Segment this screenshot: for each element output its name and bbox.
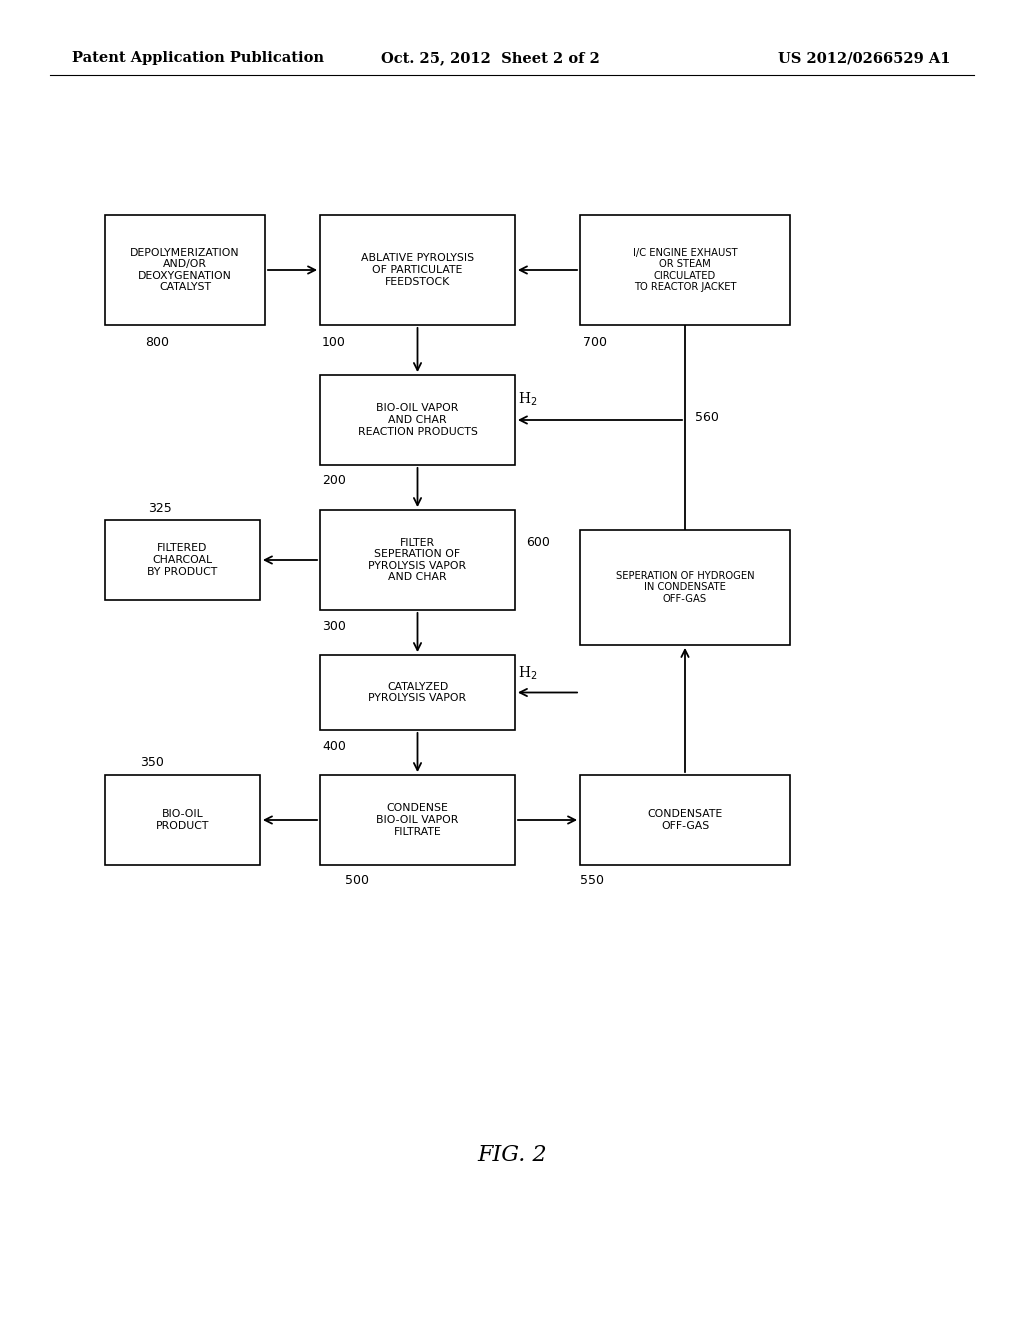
Bar xyxy=(319,375,515,465)
Text: 550: 550 xyxy=(580,874,604,887)
Bar xyxy=(105,520,260,601)
Bar xyxy=(105,775,260,865)
Text: Patent Application Publication: Patent Application Publication xyxy=(72,51,324,65)
Text: FILTERED
CHARCOAL
BY PRODUCT: FILTERED CHARCOAL BY PRODUCT xyxy=(147,544,218,577)
Text: Oct. 25, 2012  Sheet 2 of 2: Oct. 25, 2012 Sheet 2 of 2 xyxy=(381,51,599,65)
Text: H$_2$: H$_2$ xyxy=(518,391,538,408)
Text: 700: 700 xyxy=(583,337,607,350)
Text: 200: 200 xyxy=(322,474,346,487)
Text: 600: 600 xyxy=(526,536,550,549)
Text: 350: 350 xyxy=(140,756,164,770)
Text: SEPERATION OF HYDROGEN
IN CONDENSATE
OFF-GAS: SEPERATION OF HYDROGEN IN CONDENSATE OFF… xyxy=(615,570,755,605)
Bar xyxy=(319,775,515,865)
Bar xyxy=(580,215,790,325)
Text: BIO-OIL VAPOR
AND CHAR
REACTION PRODUCTS: BIO-OIL VAPOR AND CHAR REACTION PRODUCTS xyxy=(357,404,477,437)
Text: 100: 100 xyxy=(322,337,346,350)
Text: BIO-OIL
PRODUCT: BIO-OIL PRODUCT xyxy=(156,809,209,830)
Text: 400: 400 xyxy=(322,739,346,752)
Bar xyxy=(319,510,515,610)
Text: H$_2$: H$_2$ xyxy=(518,665,538,682)
Text: DEPOLYMERIZATION
AND/OR
DEOXYGENATION
CATALYST: DEPOLYMERIZATION AND/OR DEOXYGENATION CA… xyxy=(130,248,240,293)
Bar xyxy=(580,775,790,865)
Text: 325: 325 xyxy=(148,502,172,515)
Text: 300: 300 xyxy=(322,619,346,632)
Text: I/C ENGINE EXHAUST
OR STEAM
CIRCULATED
TO REACTOR JACKET: I/C ENGINE EXHAUST OR STEAM CIRCULATED T… xyxy=(633,248,737,293)
Bar xyxy=(319,215,515,325)
Text: FILTER
SEPERATION OF
PYROLYSIS VAPOR
AND CHAR: FILTER SEPERATION OF PYROLYSIS VAPOR AND… xyxy=(369,537,467,582)
Text: CONDENSE
BIO-OIL VAPOR
FILTRATE: CONDENSE BIO-OIL VAPOR FILTRATE xyxy=(376,804,459,837)
Text: 800: 800 xyxy=(145,337,169,350)
Text: 560: 560 xyxy=(695,411,719,424)
Text: FIG. 2: FIG. 2 xyxy=(477,1144,547,1166)
Text: ABLATIVE PYROLYSIS
OF PARTICULATE
FEEDSTOCK: ABLATIVE PYROLYSIS OF PARTICULATE FEEDST… xyxy=(360,253,474,286)
Bar xyxy=(319,655,515,730)
Bar xyxy=(580,531,790,645)
Text: CONDENSATE
OFF-GAS: CONDENSATE OFF-GAS xyxy=(647,809,723,830)
Text: US 2012/0266529 A1: US 2012/0266529 A1 xyxy=(777,51,950,65)
Text: 500: 500 xyxy=(345,874,369,887)
Text: CATALYZED
PYROLYSIS VAPOR: CATALYZED PYROLYSIS VAPOR xyxy=(369,681,467,704)
Bar xyxy=(105,215,265,325)
